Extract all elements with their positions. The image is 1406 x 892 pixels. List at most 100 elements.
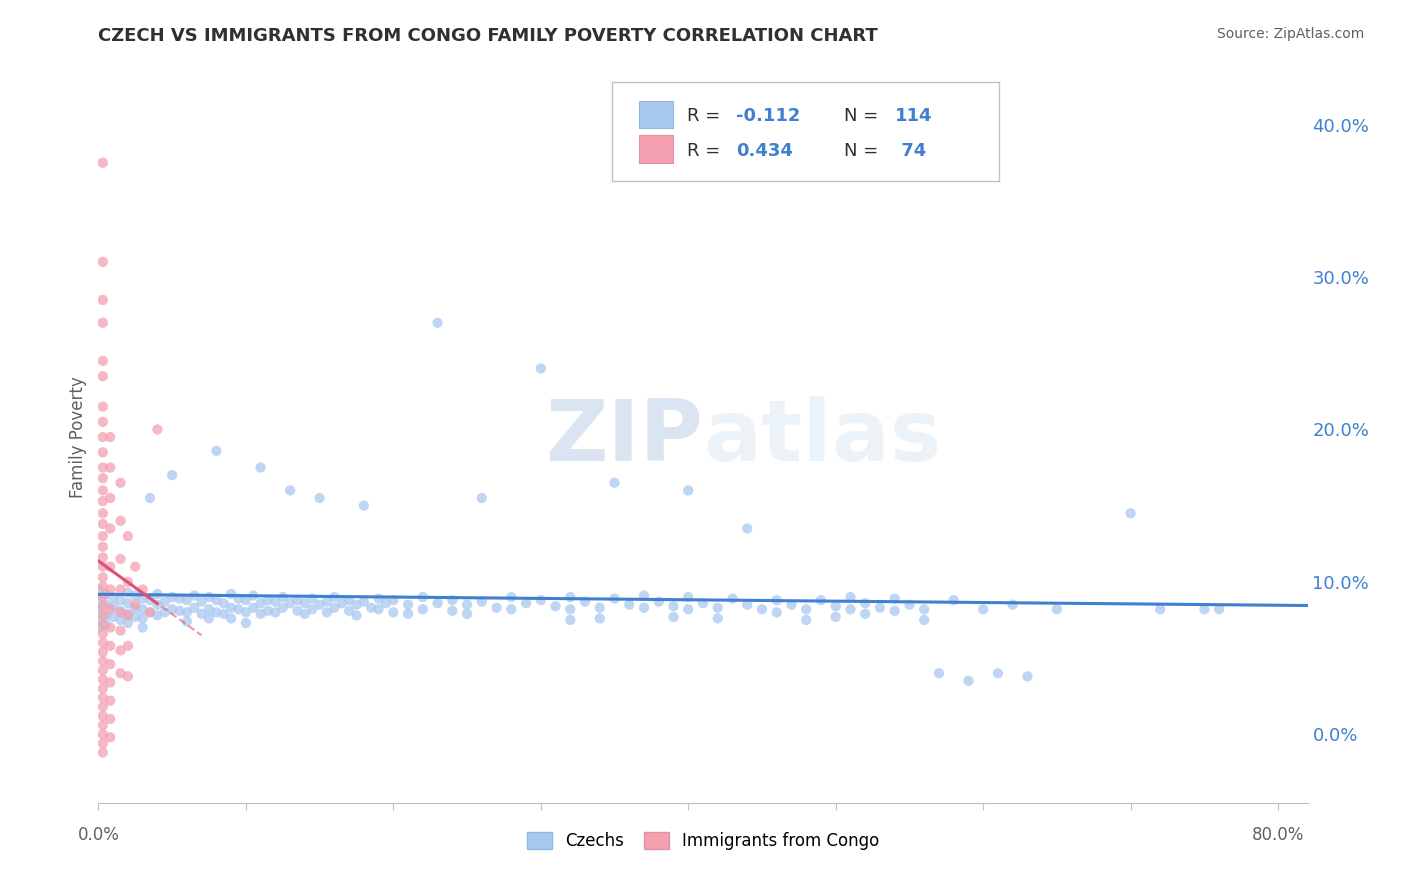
Point xyxy=(160,590,183,604)
Point xyxy=(91,550,114,565)
Point xyxy=(501,590,523,604)
Point xyxy=(91,316,114,330)
Point xyxy=(456,598,478,612)
Point xyxy=(883,604,905,618)
Point xyxy=(91,663,114,677)
Point xyxy=(219,600,242,615)
Point xyxy=(87,613,110,627)
Point xyxy=(589,611,612,625)
Point xyxy=(91,155,114,169)
Point xyxy=(98,657,121,672)
Point xyxy=(337,593,360,607)
Point xyxy=(780,598,803,612)
Point xyxy=(91,699,114,714)
Point xyxy=(146,422,169,436)
Point xyxy=(91,559,114,574)
Point xyxy=(987,666,1010,681)
Point xyxy=(212,596,235,610)
Point xyxy=(603,591,626,606)
Point xyxy=(205,593,228,607)
Point xyxy=(633,589,655,603)
Point xyxy=(441,593,464,607)
Point xyxy=(183,600,205,615)
Point xyxy=(91,506,114,520)
Point xyxy=(87,582,110,597)
Point xyxy=(94,617,117,632)
Point xyxy=(412,590,434,604)
Point xyxy=(633,600,655,615)
Point xyxy=(117,669,139,683)
Point xyxy=(706,611,728,625)
Point xyxy=(91,494,114,508)
Point xyxy=(117,615,139,630)
Point xyxy=(257,604,280,618)
Point xyxy=(316,594,339,608)
Point xyxy=(101,590,124,604)
Point xyxy=(287,604,309,618)
Point xyxy=(110,624,132,638)
Point xyxy=(91,445,114,459)
Point xyxy=(98,491,121,505)
Point xyxy=(294,607,316,621)
Point xyxy=(110,666,132,681)
Point xyxy=(765,593,787,607)
Point xyxy=(869,600,891,615)
Text: N =: N = xyxy=(845,142,884,160)
Point xyxy=(367,602,389,616)
Point xyxy=(219,587,242,601)
Point xyxy=(110,514,132,528)
Point xyxy=(98,712,121,726)
Point xyxy=(824,599,846,614)
Point xyxy=(205,443,228,458)
Point xyxy=(98,559,121,574)
Point xyxy=(183,589,205,603)
Point xyxy=(957,673,980,688)
Point xyxy=(98,639,121,653)
Point xyxy=(91,483,114,498)
Point xyxy=(94,608,117,623)
Point xyxy=(412,602,434,616)
Point xyxy=(810,593,832,607)
Point xyxy=(228,602,250,616)
Point xyxy=(117,585,139,599)
Point xyxy=(91,746,114,760)
Point xyxy=(560,590,582,604)
Point xyxy=(91,590,114,604)
Point xyxy=(91,617,114,632)
Point xyxy=(98,602,121,616)
Point xyxy=(169,604,191,618)
Point xyxy=(98,694,121,708)
Point xyxy=(91,430,114,444)
Point xyxy=(131,611,153,625)
Point xyxy=(131,591,153,606)
Text: 0.434: 0.434 xyxy=(735,142,793,160)
Text: R =: R = xyxy=(688,142,727,160)
Point xyxy=(153,605,176,619)
Point xyxy=(139,605,162,619)
Point xyxy=(560,613,582,627)
Point xyxy=(257,593,280,607)
Point xyxy=(346,598,368,612)
Point xyxy=(301,591,323,606)
Point xyxy=(110,604,132,618)
Text: atlas: atlas xyxy=(703,395,941,479)
Point xyxy=(146,608,169,623)
Point xyxy=(124,589,146,603)
Point xyxy=(294,596,316,610)
Point xyxy=(98,731,121,745)
Point xyxy=(824,610,846,624)
Text: 0.0%: 0.0% xyxy=(77,826,120,844)
Point xyxy=(330,596,353,610)
Point xyxy=(91,369,114,384)
Point xyxy=(706,600,728,615)
Point xyxy=(98,430,121,444)
Point xyxy=(124,598,146,612)
Point xyxy=(485,600,508,615)
Point xyxy=(264,594,287,608)
Point xyxy=(139,605,162,619)
Point xyxy=(91,529,114,543)
Point xyxy=(91,709,114,723)
Point xyxy=(839,590,862,604)
Point xyxy=(98,582,121,597)
Point xyxy=(794,602,817,616)
